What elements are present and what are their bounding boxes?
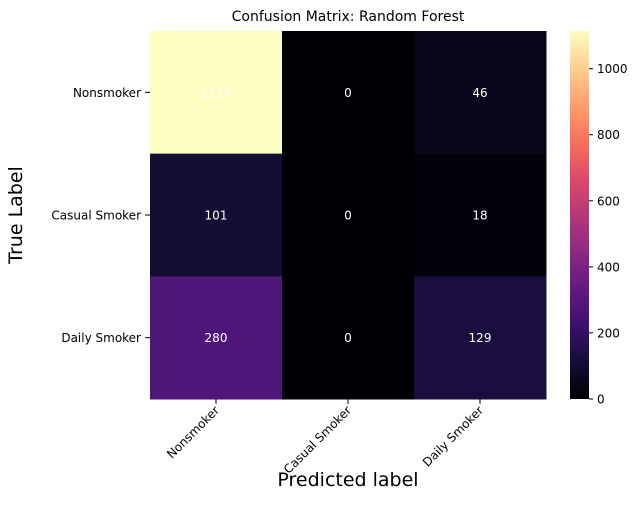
x-tick-label: Daily Smoker [420,403,486,469]
heatmap-cell [414,153,547,277]
colorbar [570,31,589,399]
colorbar-tick-label: 800 [597,128,620,142]
x-axis-label: Predicted label [277,469,418,491]
cell-annotation: 280 [205,331,228,345]
y-tick-label: Nonsmoker [73,86,141,100]
heatmap-cell [282,31,415,155]
cell-annotation: 46 [472,86,487,100]
y-tick-label: Daily Smoker [61,331,141,345]
colorbar-tick-label: 200 [597,326,620,340]
y-tick-label: Casual Smoker [51,209,141,223]
y-axis-ticks: Nonsmoker Casual Smoker Daily Smoker [51,86,150,345]
cell-annotation: 0 [344,209,352,223]
heatmap-cell [414,276,547,400]
cell-annotation: 101 [205,209,228,223]
colorbar-tick-label: 400 [597,260,620,274]
y-axis-label: True Label [5,166,27,265]
heatmap-cell [414,31,547,155]
chart-title: Confusion Matrix: Random Forest [232,9,465,25]
heatmap-cell [282,153,415,277]
colorbar-tick-label: 600 [597,194,620,208]
cell-annotation: 129 [469,331,492,345]
x-tick-label: Nonsmoker [164,403,222,461]
colorbar-tick-label: 0 [597,393,605,407]
x-tick-label: Casual Smoker [281,403,354,476]
heatmap-cells [150,31,547,400]
cell-annotation: 0 [344,86,352,100]
colorbar-ticks: 0 200 400 600 800 1000 [589,62,628,407]
heatmap-cell [150,276,283,400]
colorbar-tick-label: 1000 [597,62,628,76]
cell-annotation: 0 [344,331,352,345]
cell-annotation: 1114 [201,86,232,100]
x-axis-ticks: Nonsmoker Casual Smoker Daily Smoker [164,399,486,476]
cell-annotation: 18 [472,209,487,223]
heatmap-cell [150,31,283,155]
cell-annotations: 1114 0 46 101 0 18 280 0 129 [201,86,492,345]
heatmap-cell [282,276,415,400]
heatmap-cell [150,153,283,277]
